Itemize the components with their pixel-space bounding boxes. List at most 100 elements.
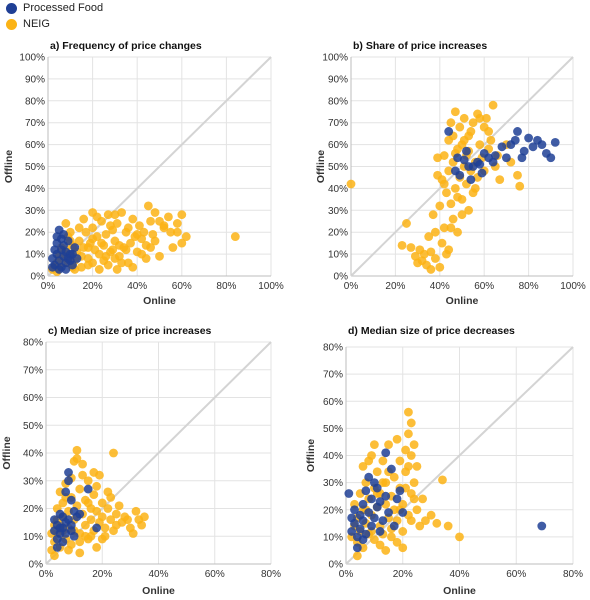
x-axis-label: Online xyxy=(446,295,479,307)
scatter-point xyxy=(455,170,465,180)
y-tick-label: 80% xyxy=(328,96,348,107)
scatter-point xyxy=(401,445,410,455)
scatter-point xyxy=(361,486,371,496)
x-tick-label: 40% xyxy=(449,569,469,580)
scatter-point xyxy=(123,223,133,233)
y-tick-label: 10% xyxy=(25,250,45,261)
scatter-point xyxy=(375,527,385,536)
y-tick-label: 40% xyxy=(23,449,43,460)
scatter-point xyxy=(72,445,82,455)
y-tick-label: 60% xyxy=(23,393,43,404)
scatter-point xyxy=(437,238,447,248)
scatter-point xyxy=(387,464,396,474)
scatter-point xyxy=(369,440,379,450)
y-tick-label: 50% xyxy=(323,424,343,435)
scatter-point xyxy=(131,506,141,516)
scatter-point xyxy=(397,240,407,250)
scatter-point xyxy=(384,440,393,450)
scatter-point xyxy=(172,219,182,228)
scatter-point xyxy=(446,199,456,209)
scatter-point xyxy=(123,258,133,268)
scatter-point xyxy=(424,232,434,241)
scatter-point xyxy=(398,527,408,536)
scatter-point xyxy=(97,512,107,522)
scatter-point xyxy=(50,551,59,561)
scatter-point xyxy=(101,229,111,239)
scatter-point xyxy=(381,491,391,501)
scatter-point xyxy=(450,184,460,193)
scatter-point xyxy=(475,113,485,123)
y-tick-label: 40% xyxy=(328,184,348,195)
chart-title: a) Frequency of price changes xyxy=(50,40,202,52)
scatter-point xyxy=(464,205,474,215)
y-tick-label: 50% xyxy=(25,162,45,173)
scatter-point xyxy=(181,232,191,241)
scatter-point xyxy=(502,153,511,163)
scatter-point xyxy=(546,153,556,163)
x-tick-label: 0% xyxy=(39,569,54,580)
y-tick-label: 0% xyxy=(31,272,46,283)
scatter-point xyxy=(444,166,454,176)
y-tick-label: 60% xyxy=(25,140,45,151)
scatter-point xyxy=(513,170,522,180)
scatter-point xyxy=(392,494,402,504)
scatter-point xyxy=(497,142,507,152)
scatter-point xyxy=(347,527,357,536)
scatter-point xyxy=(88,223,97,233)
scatter-point xyxy=(64,468,73,477)
y-axis-label: Offline xyxy=(1,436,13,469)
scatter-point xyxy=(448,214,458,224)
chart-panel-3: 0% 20% 40% 60% 80% 0% 10% 20% 30% 40% 50% 60% 70% 80%… xyxy=(305,325,583,597)
scatter-point xyxy=(114,240,124,250)
scatter-point xyxy=(52,232,62,241)
y-tick-label: 0% xyxy=(329,560,344,571)
scatter-point xyxy=(79,214,89,224)
x-tick-label: 40% xyxy=(148,569,168,580)
scatter-point xyxy=(404,429,413,439)
scatter-point xyxy=(482,113,491,123)
scatter-point xyxy=(435,262,445,272)
y-tick-label: 20% xyxy=(323,505,343,516)
legend-marker-neig xyxy=(6,18,17,30)
scatter-point xyxy=(426,265,436,274)
scatter-point xyxy=(395,456,405,466)
y-tick-label: 40% xyxy=(25,184,45,195)
scatter-point xyxy=(126,238,135,248)
scatter-point xyxy=(453,153,462,163)
x-tick-label: 0% xyxy=(41,281,56,292)
scatter-point xyxy=(443,521,453,531)
x-axis-label: Online xyxy=(143,295,176,307)
scatter-point xyxy=(128,529,138,538)
scatter-point xyxy=(495,175,505,185)
scatter-point xyxy=(100,531,110,541)
scatter-point xyxy=(358,535,368,544)
x-tick-label: 20% xyxy=(92,569,112,580)
y-tick-label: 10% xyxy=(23,532,43,543)
scatter-point xyxy=(457,210,467,220)
scatter-point xyxy=(139,227,149,237)
scatter-point xyxy=(88,258,97,268)
x-tick-label: 0% xyxy=(339,569,354,580)
scatter-point xyxy=(88,234,97,244)
chart-panel-1: 0% 20% 40% 60% 80% 100% 0% 10% 20% 30% 40% 50% 60% 70… xyxy=(315,40,586,307)
x-axis-label: Online xyxy=(142,585,175,597)
y-tick-label: 20% xyxy=(328,228,348,239)
scatter-point xyxy=(364,472,374,482)
scatter-point xyxy=(438,475,447,485)
scatter-point xyxy=(375,497,385,507)
scatter-point xyxy=(470,184,480,193)
scatter-point xyxy=(418,494,428,504)
scatter-point xyxy=(378,478,388,488)
scatter-point xyxy=(80,520,90,530)
scatter-point xyxy=(177,238,187,248)
scatter-point xyxy=(372,483,382,493)
y-tick-label: 10% xyxy=(328,250,348,261)
y-tick-label: 20% xyxy=(23,504,43,515)
scatter-point xyxy=(230,232,240,241)
scatter-point xyxy=(466,175,476,185)
scatter-point xyxy=(389,521,399,531)
scatter-point xyxy=(110,210,120,220)
scatter-point xyxy=(55,523,65,533)
scatter-point xyxy=(72,454,82,463)
